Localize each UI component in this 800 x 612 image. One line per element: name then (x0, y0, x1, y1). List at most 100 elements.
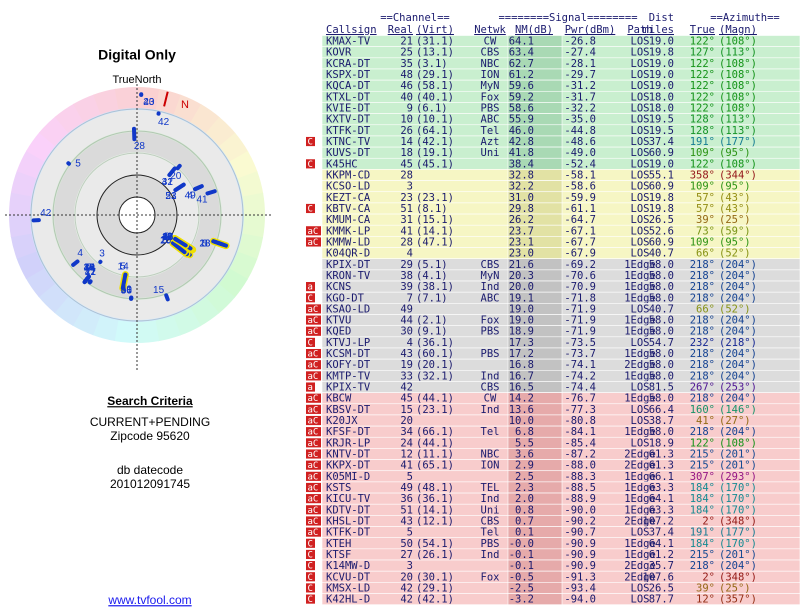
cell: 1Edge (624, 393, 656, 405)
flag: C (308, 573, 313, 583)
cell: (108°) (719, 69, 757, 81)
channel-label: 41 (85, 267, 97, 278)
group-header: ========Signal======== (498, 12, 637, 24)
cell: LOS (631, 47, 650, 59)
channel-label: 42 (158, 117, 170, 128)
cell: 19.0 (649, 80, 674, 92)
cell: (204°) (719, 370, 757, 382)
cell: KTEH (326, 538, 351, 550)
cell: (25°) (719, 214, 751, 226)
cell: (52°) (719, 303, 751, 315)
cell: 2.9 (515, 460, 534, 472)
cell: 2.5 (515, 471, 534, 483)
cell: 61.3 (649, 449, 674, 461)
cell: CW (484, 393, 497, 405)
cell: -90.9 (564, 560, 596, 572)
cell: 36 (400, 493, 413, 505)
signal-bar (173, 182, 186, 193)
channel-label: 18 (199, 238, 211, 249)
cell: 23.0 (509, 248, 534, 260)
signal-bar (170, 241, 187, 255)
cell: (29.1) (416, 582, 454, 594)
cell: 218° (690, 315, 715, 327)
cell: -49.0 (564, 147, 596, 159)
flag: C (308, 539, 313, 549)
channel-label: 34 (84, 263, 96, 274)
cell: 191° (690, 136, 715, 148)
channel-label: 36 (121, 285, 133, 296)
cell: (2.1) (416, 315, 448, 327)
cell: 58.0 (649, 393, 674, 405)
cell: 41° (696, 415, 715, 427)
cell: -59.9 (564, 192, 596, 204)
channel-label: 4 (77, 248, 83, 259)
cell: 16.7 (509, 370, 534, 382)
cell: (31.1) (416, 36, 454, 48)
cell: PBS (481, 103, 500, 115)
channel-label: 3 (99, 249, 105, 260)
cell: 23.1 (509, 236, 534, 248)
website-link[interactable]: www.tvfool.com (107, 593, 191, 607)
cell: -71.9 (564, 326, 596, 338)
cell: 6.8 (515, 426, 534, 438)
cell: 218° (690, 292, 715, 304)
channel-label: 27 (85, 267, 97, 278)
cell: KKPX-DT (326, 460, 371, 472)
cell: -91.3 (564, 571, 596, 583)
cell: 46 (400, 80, 413, 92)
cell: 4 (407, 337, 413, 349)
cell: 26.5 (649, 214, 674, 226)
column-header: miles (642, 24, 674, 36)
cell: -32.2 (564, 103, 596, 115)
cell: Ind (481, 549, 500, 561)
cell: KHSL-DT (326, 515, 371, 527)
cell: 51 (400, 203, 413, 215)
cell: 58.0 (649, 292, 674, 304)
cell: 0.8 (515, 504, 534, 516)
cell: -69.2 (564, 259, 596, 271)
cell: 29 (400, 259, 413, 271)
column-header: Real (388, 24, 413, 36)
cell: TEL (481, 482, 500, 494)
cell: (204°) (719, 281, 757, 293)
flag: aC (308, 506, 319, 516)
cell: 5.5 (515, 437, 534, 449)
cell: LOS (631, 582, 650, 594)
cell: 5 (407, 471, 413, 483)
cell: 14 (400, 136, 413, 148)
cell: 64.1 (509, 36, 534, 48)
cell: KCSO-LD (326, 181, 370, 193)
cell: LOS (631, 203, 650, 215)
cell: 38 (400, 270, 413, 282)
cell: -74.1 (564, 359, 596, 371)
column-header: Pwr(dBm) (565, 24, 616, 36)
cell: Tel (481, 527, 500, 539)
compass-label: TrueNorth (112, 74, 161, 86)
cell: 184° (690, 482, 715, 494)
cell: CBS (481, 47, 500, 59)
cell: K05MI-D (326, 471, 370, 483)
cell: KMSX-LD (326, 582, 370, 594)
cell: 32.2 (509, 181, 534, 193)
cell: 122° (690, 58, 715, 70)
cell: (95°) (719, 147, 751, 159)
cell: 16.8 (509, 359, 534, 371)
cell: KGO-DT (326, 292, 365, 304)
cell: 45 (400, 158, 413, 170)
cell: 42 (400, 582, 413, 594)
cell: (201°) (719, 460, 757, 472)
cell: 19.8 (649, 203, 674, 215)
cell: 43 (400, 348, 413, 360)
cell: 16.5 (509, 382, 534, 394)
cell: KBSV-DT (326, 404, 371, 416)
cell: 39 (400, 281, 413, 293)
cell: KXTV-DT (326, 114, 371, 126)
cell: (38.1) (416, 281, 454, 293)
flag: aC (308, 327, 319, 337)
cell: 42 (400, 382, 413, 394)
channel-label: 48 (162, 232, 174, 243)
cell: (14.1) (416, 225, 454, 237)
channel-label: 30 (84, 263, 96, 274)
flag: C (308, 550, 313, 560)
cell: 218° (690, 270, 715, 282)
